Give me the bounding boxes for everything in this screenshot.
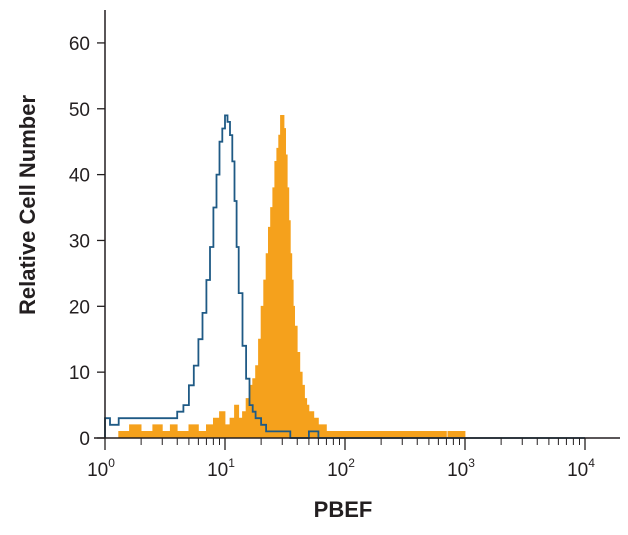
orange-histogram-layer <box>105 115 585 439</box>
x-tick-label: 101 <box>207 456 235 481</box>
y-axis-title: Relative Cell Number <box>15 95 40 316</box>
y-tick-label: 60 <box>69 34 90 55</box>
y-axis-ticks: 0 10 20 30 40 50 60 <box>69 34 105 450</box>
histogram-series-outline <box>104 114 585 439</box>
x-tick-label: 103 <box>447 456 475 481</box>
x-tick-label: 100 <box>87 456 115 481</box>
y-tick-label: 10 <box>69 363 90 384</box>
x-tick-label: 104 <box>567 456 595 481</box>
y-tick-label: 0 <box>79 429 90 450</box>
x-axis-title: PBEF <box>314 497 373 522</box>
y-tick-label: 40 <box>69 166 90 187</box>
histogram-series-filled <box>105 115 585 439</box>
x-axis-ticks: 100 101 102 103 104 <box>87 438 595 481</box>
y-tick-label: 50 <box>69 100 90 121</box>
y-tick-label: 20 <box>69 297 90 318</box>
blue-histogram-layer <box>104 114 585 439</box>
x-tick-label: 102 <box>327 456 355 481</box>
y-tick-label: 30 <box>69 231 90 252</box>
